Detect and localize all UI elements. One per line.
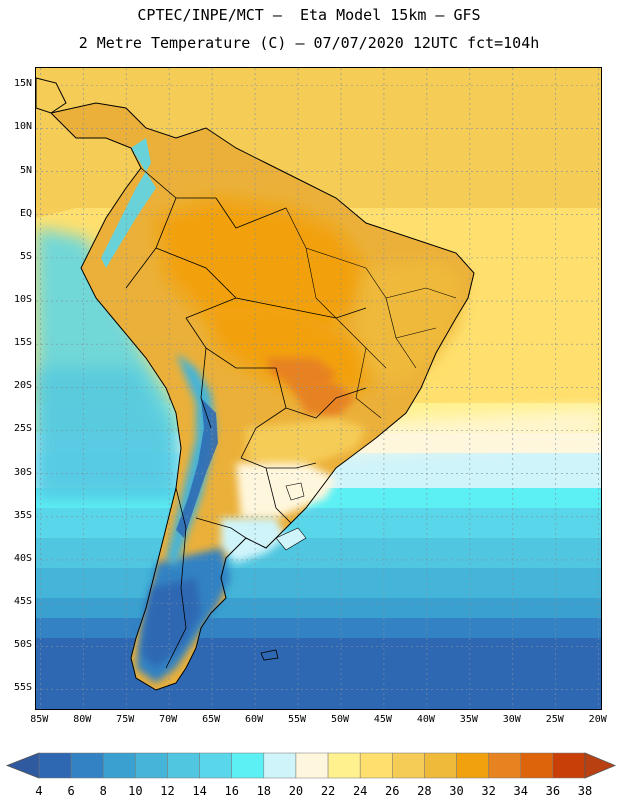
lon-label: 85W <box>30 714 49 725</box>
colorbar-segment <box>359 752 393 779</box>
colorbar-tick-label: 36 <box>545 784 561 798</box>
lon-label: 50W <box>330 714 349 725</box>
lon-label: 45W <box>373 714 392 725</box>
temperature-field <box>36 68 601 709</box>
lon-label: 20W <box>588 714 607 725</box>
colorbar-over-arrow <box>584 752 617 779</box>
lon-label: 35W <box>459 714 478 725</box>
colorbar-segment <box>135 752 168 779</box>
graticule <box>36 68 601 709</box>
colorbar-tick-label: 26 <box>385 784 400 798</box>
lat-label: 15N <box>13 78 32 90</box>
colorbar-tick-label: 16 <box>224 784 239 798</box>
lagoa-dos-patos <box>285 482 305 501</box>
lon-label: 40W <box>416 714 435 725</box>
lat-label: 35S <box>13 509 32 521</box>
colorbar-segment <box>520 752 554 779</box>
colorbar-tick-label: 32 <box>481 784 496 798</box>
colorbar-segment <box>392 752 425 779</box>
lat-label: EQ <box>19 207 32 219</box>
central-america-coast <box>36 77 67 114</box>
colorbar-tick-label: 10 <box>128 784 143 798</box>
colorbar-tick-label: 8 <box>99 784 107 798</box>
pacific-warm-north <box>36 68 156 218</box>
colorbar-segment <box>102 752 136 779</box>
lat-label: 40S <box>13 552 32 564</box>
colorbar-tick-label: 14 <box>192 784 207 798</box>
coastline <box>50 102 475 691</box>
map-title-line-2: 2 Metre Temperature (C) – 07/07/2020 12U… <box>78 34 540 52</box>
colorbar-tick-label: 20 <box>288 784 304 798</box>
falkland-islands <box>260 649 279 661</box>
lat-label: 45S <box>13 596 32 608</box>
lat-label: 50S <box>13 639 32 651</box>
temperature-map <box>35 67 602 710</box>
colorbar-segment <box>488 752 522 779</box>
lat-label: 30S <box>13 466 32 478</box>
colorbar-tick-label: 6 <box>67 784 75 798</box>
colorbar-segment <box>263 752 297 779</box>
lat-label: 25S <box>13 423 32 435</box>
interior-hottest <box>266 358 336 388</box>
colorbar-tick-label: 28 <box>417 784 432 798</box>
colorbar-under-arrow <box>5 752 40 779</box>
andes-cold <box>101 138 156 268</box>
lat-label: 20S <box>13 380 32 392</box>
country-borders <box>125 167 367 669</box>
east-coast-warm <box>356 258 466 388</box>
pacific-coolest <box>36 368 176 498</box>
brazil-state-borders <box>285 207 457 419</box>
colorbar-segment <box>199 752 232 779</box>
colorbar-segment <box>231 752 265 779</box>
colorbar-tick-label: 30 <box>449 784 464 798</box>
colorbar-tick-label: 12 <box>160 784 175 798</box>
colorbar-segment <box>327 752 361 779</box>
andes-coldest <box>176 398 218 538</box>
colorbar-segment <box>552 752 586 779</box>
colorbar-segment <box>295 752 329 779</box>
band-4-6 <box>36 638 601 709</box>
colorbar-segment <box>70 752 104 779</box>
lon-label: 25W <box>545 714 564 725</box>
colorbar-tick-label: 24 <box>352 784 368 798</box>
map-title-line-1: CPTEC/INPE/MCT – Eta Model 15km – GFS <box>137 6 481 24</box>
continent-base <box>51 103 474 690</box>
colorbar-segment <box>456 752 489 779</box>
lon-label: 65W <box>202 714 221 725</box>
lat-label: 10N <box>13 121 32 133</box>
colorbar-segment <box>167 752 200 779</box>
lat-label: 55S <box>13 682 32 694</box>
colorbar-tick-label: 4 <box>35 784 43 798</box>
patagonia-coldest <box>141 578 201 668</box>
pampas-mild <box>236 463 336 518</box>
lon-label: 80W <box>73 714 92 725</box>
lon-label: 70W <box>159 714 178 725</box>
colorbar-tick-label: 18 <box>256 784 272 798</box>
colorbar-tick-label: 22 <box>320 784 336 798</box>
colorbar-tick-label: 38 <box>577 784 593 798</box>
lon-label: 30W <box>502 714 521 725</box>
lat-label: 5S <box>19 250 32 262</box>
lat-label: 10S <box>13 294 32 306</box>
interior-hot-pantanal <box>286 378 356 418</box>
lat-label: 15S <box>13 337 32 349</box>
lon-label: 55W <box>287 714 307 725</box>
lat-label: 5N <box>19 164 32 176</box>
pampas-cool <box>221 518 286 563</box>
lon-label: 60W <box>245 714 264 725</box>
colorbar-tick-label: 34 <box>513 784 528 798</box>
rio-de-la-plata <box>275 527 307 551</box>
colorbar-segment <box>38 752 72 779</box>
colorbar-segment <box>424 752 457 779</box>
temperature-colorbar <box>5 752 617 779</box>
lon-label: 75W <box>116 714 135 725</box>
